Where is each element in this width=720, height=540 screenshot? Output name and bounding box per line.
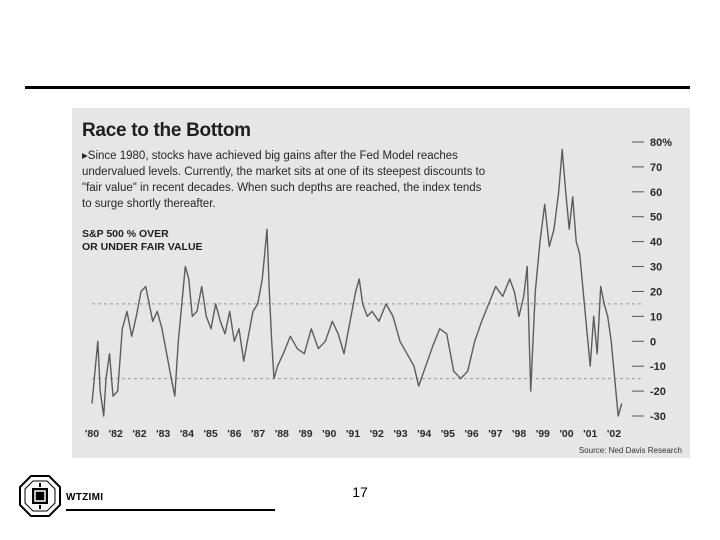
company-name: WTZIMI	[66, 492, 104, 503]
x-tick-label: '85	[204, 428, 218, 440]
y-tick-label: 0	[650, 336, 656, 348]
top-rule	[25, 86, 690, 89]
x-tick-label: '91	[346, 428, 360, 440]
description-line: "fair value" in recent decades. When suc…	[82, 182, 482, 194]
company-logo-icon	[18, 474, 62, 518]
x-tick-label: '86	[227, 428, 241, 440]
y-tick-label: 50	[650, 212, 662, 224]
x-tick-label: '93	[393, 428, 407, 440]
series-line	[91, 148, 623, 417]
series-label-line: OR UNDER FAIR VALUE	[82, 241, 203, 253]
x-tick-label: '00	[559, 428, 573, 440]
y-tick-label: 80%	[650, 137, 672, 149]
x-tick-label: '99	[536, 428, 550, 440]
chart: 80% 70 60 50 40 30 20 10 0 -10 -20 -30 '80 '82 '82 '83 '…	[85, 137, 672, 440]
y-tick-label: 30	[650, 262, 662, 274]
page-number: 17	[352, 484, 368, 500]
description-line: ▸Since 1980, stocks have achieved big ga…	[82, 150, 458, 162]
description-line: to surge shortly thereafter.	[82, 198, 216, 210]
series-label: S&P 500 % OVER OR UNDER FAIR VALUE	[82, 228, 252, 254]
x-tick-label: '80	[85, 428, 99, 440]
y-tick-label: -10	[650, 361, 666, 373]
y-tick-label: 70	[650, 162, 662, 174]
x-tick-label: '82	[132, 428, 146, 440]
x-tick-label: '02	[607, 428, 621, 440]
y-tick-label: -30	[650, 411, 666, 423]
x-tick-label: '01	[583, 428, 597, 440]
source-note: Source: Ned Davis Research	[578, 446, 682, 455]
y-tick-label: 40	[650, 237, 662, 249]
x-tick-label: '87	[251, 428, 265, 440]
x-tick-label: '88	[275, 428, 289, 440]
x-tick-label: '95	[441, 428, 455, 440]
bottom-rule	[66, 509, 275, 511]
series-label-line: S&P 500 % OVER	[82, 228, 169, 240]
x-tick-label: '89	[298, 428, 312, 440]
x-tick-label: '92	[370, 428, 384, 440]
y-tick-label: 60	[650, 187, 662, 199]
newspaper-clipping: 80% 70 60 50 40 30 20 10 0 -10 -20 -30 '80 '82 '82 '83 '…	[72, 108, 690, 458]
x-tick-label: '94	[417, 428, 431, 440]
y-tick-label: 10	[650, 311, 662, 323]
x-tick-label: '97	[488, 428, 502, 440]
chart-description: ▸Since 1980, stocks have achieved big ga…	[82, 148, 552, 212]
description-line: undervalued levels. Currently, the marke…	[82, 166, 486, 178]
chart-title: Race to the Bottom	[82, 120, 251, 141]
x-tick-label: '90	[322, 428, 336, 440]
x-tick-label: '98	[512, 428, 526, 440]
y-tick-label: -20	[650, 386, 666, 398]
y-tick-label: 20	[650, 286, 662, 298]
x-tick-label: '84	[180, 428, 194, 440]
x-tick-label: '83	[156, 428, 170, 440]
x-tick-label: '96	[465, 428, 479, 440]
x-tick-label: '82	[109, 428, 123, 440]
